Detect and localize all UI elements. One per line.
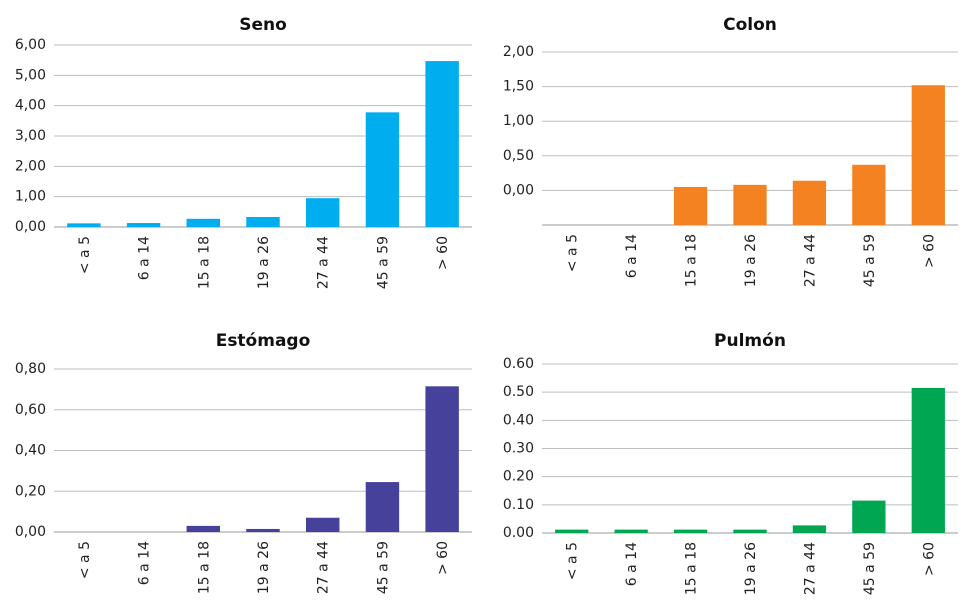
x-tick-label: 45 a 59 [862, 542, 878, 595]
chart-title: Colon [723, 15, 777, 35]
x-tick-label: 15 a 18 [684, 234, 700, 287]
y-tick-label: 0,50 [503, 148, 534, 164]
x-tick-label: 27 a 44 [316, 541, 332, 594]
chart-panel-estomago: Estómago 0,00 0,20 0,40 0,60 0,80 < a 5 6 a 14 1… [0, 322, 486, 609]
x-tick-label: 27 a 44 [316, 236, 332, 289]
x-tick-label: < a 5 [565, 234, 581, 272]
y-tick-label: 0.60 [503, 356, 534, 372]
bar [852, 500, 886, 533]
x-tick-label: 45 a 59 [375, 541, 391, 594]
chart-panel-colon: Colon 0,00 0,50 1,00 1,50 2,00 < a 5 6 a 14 15 a… [486, 0, 971, 300]
bar [673, 529, 708, 533]
x-tick-label: 15 a 18 [196, 236, 212, 289]
chart-svg: Seno 0,00 1,00 2,00 3,00 4,00 5,00 6,00 < a 5 6 a… [15, 15, 472, 289]
x-tick-label: 6 a 14 [137, 236, 153, 280]
y-tick-label: 3,00 [15, 128, 46, 144]
y-tick-label: 1,50 [503, 79, 534, 95]
y-tick-label: 0,40 [15, 443, 46, 459]
y-tick-label: 1,00 [503, 113, 534, 129]
y-tick-label: 2,00 [15, 158, 46, 174]
bar [911, 387, 945, 533]
y-tick-label: 0.20 [503, 469, 534, 485]
y-tick-label: 4,00 [15, 98, 46, 114]
bar [852, 164, 886, 225]
bar [305, 517, 340, 532]
chart-svg: Pulmón 0.00 0.10 0.20 0.30 0.40 0.50 0.60 < a 5 6… [503, 331, 958, 595]
bar [186, 525, 221, 532]
bar [186, 218, 221, 227]
x-tick-label: 6 a 14 [624, 542, 640, 586]
y-tick-label: 0,20 [15, 483, 46, 499]
bar [733, 184, 767, 225]
y-tick-label: 2,00 [503, 44, 534, 60]
x-tick-label: > 60 [435, 541, 451, 575]
y-tick-label: 0.40 [503, 412, 534, 428]
x-tick-label: 6 a 14 [137, 541, 153, 585]
y-tick-label: 0,00 [15, 524, 46, 540]
y-tick-label: 0.00 [503, 525, 534, 541]
bar [555, 529, 589, 533]
x-tick-label: 19 a 26 [743, 542, 759, 595]
x-tick-label: 27 a 44 [802, 542, 818, 595]
x-tick-label: 27 a 44 [802, 234, 818, 287]
bar [792, 525, 827, 533]
x-tick-label: > 60 [921, 542, 937, 576]
y-tick-label: 0,00 [15, 219, 46, 235]
bar [792, 180, 827, 225]
y-tick-label: 5,00 [15, 67, 46, 83]
y-tick-label: 0.50 [503, 384, 534, 400]
chart-panel-pulmon: Pulmón 0.00 0.10 0.20 0.30 0.40 0.50 0.60 < a 5 6… [486, 322, 971, 609]
bar [305, 198, 340, 227]
x-tick-label: < a 5 [565, 542, 581, 580]
y-tick-label: 0.10 [503, 497, 534, 513]
x-tick-label: 45 a 59 [375, 236, 391, 289]
x-tick-label: < a 5 [77, 236, 93, 274]
bar [126, 223, 161, 227]
chart-svg: Colon 0,00 0,50 1,00 1,50 2,00 < a 5 6 a 14 15 a… [503, 15, 958, 287]
bar [67, 223, 101, 227]
x-tick-label: 19 a 26 [743, 234, 759, 287]
x-tick-label: 6 a 14 [624, 234, 640, 278]
bar [246, 528, 280, 532]
bar [246, 216, 280, 227]
x-tick-label: > 60 [921, 234, 937, 268]
x-tick-label: < a 5 [77, 541, 93, 579]
chart-title: Seno [239, 15, 287, 35]
x-tick-label: 19 a 26 [256, 541, 272, 594]
y-tick-label: 6,00 [15, 37, 46, 53]
y-tick-label: 0,80 [15, 361, 46, 377]
x-tick-label: 45 a 59 [862, 234, 878, 287]
x-tick-label: 15 a 18 [684, 542, 700, 595]
bar [673, 186, 708, 225]
bar [425, 61, 459, 228]
x-tick-label: 15 a 18 [196, 541, 212, 594]
bar [733, 529, 767, 533]
bar [365, 482, 400, 532]
y-tick-label: 1,00 [15, 189, 46, 205]
bar [425, 386, 459, 532]
bar [614, 529, 648, 533]
bar [911, 85, 945, 225]
bar [365, 112, 400, 227]
y-tick-label: 0.30 [503, 441, 534, 457]
y-tick-label: 0,60 [15, 402, 46, 418]
chart-panel-seno: Seno 0,00 1,00 2,00 3,00 4,00 5,00 6,00 < a 5 6 a… [0, 0, 486, 300]
chart-title: Estómago [216, 331, 311, 351]
x-tick-label: > 60 [435, 236, 451, 270]
y-tick-label: 0,00 [503, 182, 534, 198]
chart-svg: Estómago 0,00 0,20 0,40 0,60 0,80 < a 5 6 a 14 1… [15, 331, 472, 594]
x-tick-label: 19 a 26 [256, 236, 272, 289]
chart-title: Pulmón [714, 331, 786, 351]
